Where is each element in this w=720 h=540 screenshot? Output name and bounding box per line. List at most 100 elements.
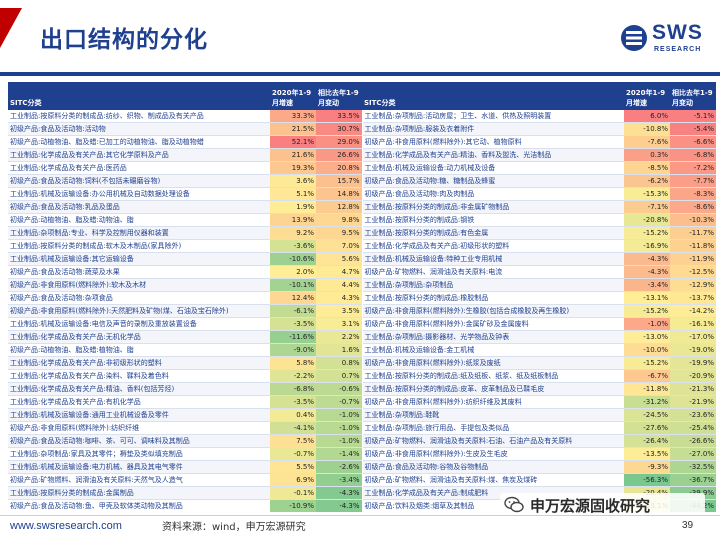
left-change-cell: 29.0% (316, 135, 362, 149)
footer-source: 资料来源：wind，申万宏源研究 (162, 522, 306, 533)
right-growth-cell: -26.4% (624, 434, 670, 448)
left-category-cell: 初级产品:非食用原料(燃料除外):天然肥料及矿物(煤、石油及宝石除外) (10, 307, 229, 316)
left-change-cell: 0.7% (316, 369, 362, 383)
left-category-cell: 工业制品:按原料分类的制成品:纺纱、织物、制成品及有关产品 (10, 112, 204, 121)
sws-logo-icon (621, 25, 647, 51)
watermark-text: 申万宏源固收研究 (530, 497, 651, 515)
left-change-cell: -2.6% (316, 460, 362, 474)
left-growth-cell: 5.8% (270, 356, 316, 370)
table-row: 工业制品:按原料分类的制成品:纺纱、织物、制成品及有关产品 33.3% 33.5% 工… (8, 110, 716, 123)
left-change-cell: 14.8% (316, 187, 362, 201)
right-growth-cell: -7.1% (624, 200, 670, 214)
right-category-cell: 初级产品:矿物燃料、润滑油及有关原料:煤、焦炭及煤砖 (361, 473, 624, 487)
right-change-cell: -23.6% (670, 408, 716, 422)
right-growth-cell: -1.0% (624, 317, 670, 331)
right-growth-cell: -16.9% (624, 239, 670, 253)
left-change-cell: -3.4% (316, 473, 362, 487)
right-category-cell: 初级产品:食品及活动物:谷物及谷物制品 (361, 460, 624, 474)
left-change-cell: 20.8% (316, 161, 362, 175)
left-change-cell: 5.6% (316, 252, 362, 266)
left-category-cell: 初级产品:动植物油、脂及蜡:植物油、脂 (10, 346, 134, 355)
left-category-cell: 工业制品:化学成品及有关产品:精油、香料(包括芳烃) (10, 385, 175, 394)
header-right-change: 相比去年1-9月变动 (670, 82, 716, 110)
left-category-cell: 工业制品:按原料分类的制成品:软木及木制品(家具除外) (10, 242, 182, 251)
right-category-cell: 工业制品:杂项制品:服装及衣着附件 (361, 122, 624, 136)
right-category-cell: 工业制品:杂项制品:杂项制品 (361, 278, 624, 292)
table-row: 工业制品:按原料分类的制成品:软木及木制品(家具除外) -3.6% 7.0% 工业制品… (8, 239, 716, 253)
right-change-cell: -17.0% (670, 330, 716, 344)
footer-website-link[interactable]: www.swsresearch.com (10, 520, 122, 532)
right-change-cell: -14.2% (670, 304, 716, 318)
right-category-cell: 工业制品:按原料分类的制成品:橡胶制品 (361, 291, 624, 305)
left-category-cell: 初级产品:动植物油、脂及蜡:已加工的动植物油、脂及动植物蜡 (10, 138, 204, 147)
table-row: 工业制品:化学成品及有关产品:其它化学原料及产品 21.6% 26.6% 工业制品:化… (8, 148, 716, 162)
right-change-cell: -12.5% (670, 265, 716, 279)
left-growth-cell: 6.9% (270, 473, 316, 487)
right-change-cell: -32.5% (670, 460, 716, 474)
right-growth-cell: -56.3% (624, 473, 670, 487)
right-growth-cell: 0.3% (624, 148, 670, 162)
right-category-cell: 工业制品:机械及运输设备:动力机械及设备 (361, 161, 624, 175)
table-row: 初级产品:非食用原料(燃料除外):纺织纤维 -4.1% -1.0% 工业制品:杂项制品… (8, 421, 716, 435)
right-change-cell: -19.0% (670, 343, 716, 357)
left-category-cell: 工业制品:化学成品及有关产品:染料、鞣料及着色料 (10, 372, 169, 381)
right-change-cell: -21.3% (670, 382, 716, 396)
right-growth-cell: -3.4% (624, 278, 670, 292)
right-category-cell: 工业制品:化学成品及有关产品:精油、香料及盥洗、光洁制品 (361, 148, 624, 162)
right-growth-cell: -8.5% (624, 161, 670, 175)
left-growth-cell: 33.3% (270, 110, 316, 123)
right-change-cell: -36.7% (670, 473, 716, 487)
right-change-cell: -7.7% (670, 174, 716, 188)
right-growth-cell: -4.3% (624, 265, 670, 279)
right-change-cell: -11.9% (670, 252, 716, 266)
right-growth-cell: -15.2% (624, 356, 670, 370)
table-row: 工业制品:化学成品及有关产品:染料、鞣料及着色料 -2.2% 0.7% 工业制品:按原… (8, 369, 716, 383)
right-change-cell: -10.3% (670, 213, 716, 227)
left-growth-cell: -3.5% (270, 317, 316, 331)
left-category-cell: 初级产品:食品及活动物:蔬菜及水果 (10, 268, 120, 277)
left-category-cell: 工业制品:按原料分类的制成品:金属制品 (10, 489, 134, 498)
left-category-cell: 工业制品:化学成品及有关产品:医药品 (10, 164, 127, 173)
left-growth-cell: 0.4% (270, 408, 316, 422)
table-row: 初级产品:食品及活动物:杂项食品 12.4% 4.3% 工业制品:按原料分类的制成品:… (8, 291, 716, 305)
left-category-cell: 初级产品:食品及活动物:鱼、甲壳及软体类动物及其制品 (10, 502, 183, 511)
left-change-cell: 33.5% (316, 110, 362, 123)
left-change-cell: 2.2% (316, 330, 362, 344)
right-category-cell: 初级产品:矿物燃料、润滑油及有关原料:石油、石油产品及有关原料 (361, 434, 624, 448)
right-change-cell: -5.1% (670, 110, 716, 123)
left-growth-cell: -3.6% (270, 239, 316, 253)
header-right-growth: 2020年1-9月增速 (624, 82, 670, 110)
left-change-cell: -1.0% (316, 434, 362, 448)
right-category-cell: 工业制品:按原料分类的制成品:皮革、皮革制品及已鞣毛皮 (361, 382, 624, 396)
left-change-cell: 9.8% (316, 213, 362, 227)
right-category-cell: 初级产品:食品及活动物:糖、糖制品及蜂蜜 (361, 174, 624, 188)
left-change-cell: -1.4% (316, 447, 362, 461)
table-row: 初级产品:矿物燃料、润滑油及有关原料:天然气及人造气 6.9% -3.4% 初级产品:… (8, 473, 716, 487)
right-category-cell: 工业制品:按原料分类的制成品:钢铁 (361, 213, 624, 227)
left-change-cell: 15.7% (316, 174, 362, 188)
table-row: 工业制品:化学成品及有关产品:无机化学品 -11.6% 2.2% 工业制品:杂项制品:… (8, 330, 716, 344)
right-change-cell: -5.4% (670, 122, 716, 136)
table-row: 初级产品:食品及活动物:乳品及蛋品 1.9% 12.8% 工业制品:按原料分类的制成品… (8, 200, 716, 214)
left-growth-cell: -0.7% (270, 447, 316, 461)
right-category-cell: 工业制品:按原料分类的制成品:非金属矿物制品 (361, 200, 624, 214)
right-growth-cell: -13.5% (624, 447, 670, 461)
right-growth-cell: -15.2% (624, 304, 670, 318)
left-change-cell: 4.4% (316, 278, 362, 292)
left-change-cell: 4.7% (316, 265, 362, 279)
left-growth-cell: -11.6% (270, 330, 316, 344)
left-growth-cell: -10.1% (270, 278, 316, 292)
logo-subtitle: RESEARCH (654, 46, 702, 53)
right-growth-cell: -24.5% (624, 408, 670, 422)
table-row: 初级产品:动植物油、脂及蜡:动物油、脂 13.9% 9.8% 工业制品:按原料分类的制… (8, 213, 716, 227)
right-category-cell: 工业制品:按原料分类的制成品:有色金属 (361, 226, 624, 240)
left-growth-cell: 21.6% (270, 148, 316, 162)
left-change-cell: 4.3% (316, 291, 362, 305)
left-category-cell: 工业制品:机械及运输设备:办公用机械及自动数据处理设备 (10, 190, 190, 199)
left-growth-cell: -6.8% (270, 382, 316, 396)
table-row: 初级产品:食品及活动物:咖啡、茶、可可、调味料及其制品 7.5% -1.0% 初级产品… (8, 434, 716, 448)
right-change-cell: -19.9% (670, 356, 716, 370)
table-header-row: SITC分类 2020年1-9月增速 相比去年1-9月变动 SITC分类 202… (8, 82, 716, 110)
right-growth-cell: -15.2% (624, 226, 670, 240)
left-growth-cell: -3.5% (270, 395, 316, 409)
